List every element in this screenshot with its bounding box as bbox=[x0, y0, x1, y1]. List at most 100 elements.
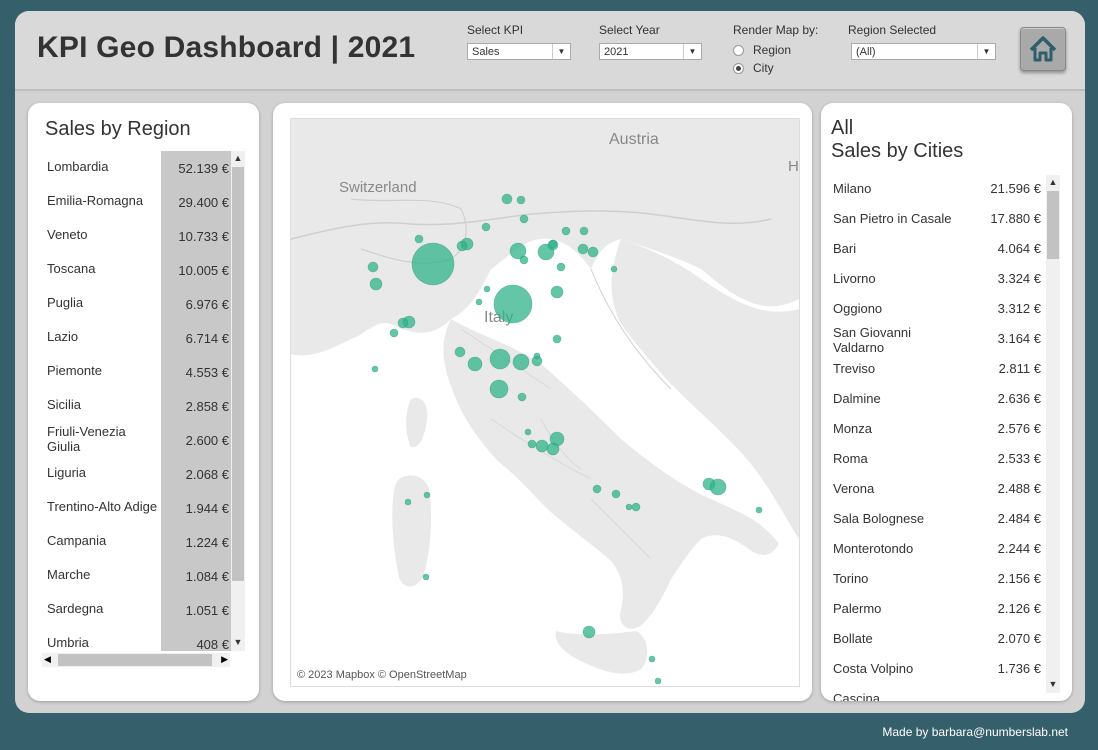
city-row[interactable]: Cascina bbox=[821, 691, 1072, 701]
region-row[interactable]: Lombardia 52.139 € bbox=[28, 158, 259, 192]
city-bubble[interactable] bbox=[519, 255, 529, 265]
region-row[interactable]: Campania 1.224 € bbox=[28, 532, 259, 566]
city-bubble[interactable] bbox=[389, 328, 399, 338]
scroll-thumb[interactable] bbox=[232, 167, 244, 581]
scroll-down-icon[interactable]: ▼ bbox=[1048, 679, 1058, 689]
region-row[interactable]: Emilia-Romagna 29.400 € bbox=[28, 192, 259, 226]
city-bubble[interactable] bbox=[587, 246, 599, 258]
city-row[interactable]: San Pietro in Casale 17.880 € bbox=[821, 211, 1072, 241]
scroll-up-icon[interactable]: ▲ bbox=[233, 153, 243, 163]
city-bubble[interactable] bbox=[709, 478, 727, 496]
city-bubble[interactable] bbox=[625, 503, 633, 511]
city-row[interactable]: Dalmine 2.636 € bbox=[821, 391, 1072, 421]
city-bubble[interactable] bbox=[456, 240, 468, 252]
city-bubble[interactable] bbox=[611, 489, 621, 499]
city-bubble[interactable] bbox=[493, 284, 533, 324]
city-bubble[interactable] bbox=[517, 392, 527, 402]
city-bubble[interactable] bbox=[501, 193, 513, 205]
region-row[interactable]: Umbria 408 € bbox=[28, 634, 259, 668]
home-button[interactable] bbox=[1020, 27, 1066, 71]
city-row[interactable]: Monza 2.576 € bbox=[821, 421, 1072, 451]
region-vertical-scrollbar[interactable]: ▲ ▼ bbox=[231, 151, 245, 651]
italy-map[interactable]: Austria Switzerland Italy H © 2023 Mapbo… bbox=[290, 118, 800, 687]
year-select[interactable]: 2021 ▼ bbox=[599, 43, 702, 60]
city-bubble[interactable] bbox=[369, 277, 383, 291]
city-bubble[interactable] bbox=[422, 573, 430, 581]
city-row[interactable]: Bari 4.064 € bbox=[821, 241, 1072, 271]
region-row[interactable]: Lazio 6.714 € bbox=[28, 328, 259, 362]
radio-region[interactable]: Region bbox=[733, 43, 791, 57]
city-row[interactable]: Oggiono 3.312 € bbox=[821, 301, 1072, 331]
scroll-up-icon[interactable]: ▲ bbox=[1048, 177, 1058, 187]
scroll-down-icon[interactable]: ▼ bbox=[233, 637, 243, 647]
city-bubble[interactable] bbox=[582, 625, 596, 639]
city-bubble[interactable] bbox=[654, 677, 662, 685]
region-row[interactable]: Sardegna 1.051 € bbox=[28, 600, 259, 634]
scroll-thumb[interactable] bbox=[58, 654, 212, 666]
scroll-left-icon[interactable]: ◀ bbox=[44, 654, 51, 664]
city-bubble[interactable] bbox=[631, 502, 641, 512]
scroll-thumb[interactable] bbox=[1047, 191, 1059, 259]
city-row[interactable]: Torino 2.156 € bbox=[821, 571, 1072, 601]
city-bubble[interactable] bbox=[535, 439, 549, 453]
city-bubble[interactable] bbox=[552, 334, 562, 344]
city-bubble[interactable] bbox=[397, 317, 409, 329]
city-bubble[interactable] bbox=[414, 234, 424, 244]
region-row[interactable]: Trentino-Alto Adige 1.944 € bbox=[28, 498, 259, 532]
city-row[interactable]: Monterotondo 2.244 € bbox=[821, 541, 1072, 571]
city-bubble[interactable] bbox=[367, 261, 379, 273]
city-row[interactable]: Milano 21.596 € bbox=[821, 181, 1072, 211]
city-row[interactable]: Costa Volpino 1.736 € bbox=[821, 661, 1072, 691]
city-bubble[interactable] bbox=[550, 285, 564, 299]
city-bubble[interactable] bbox=[533, 352, 541, 360]
city-row[interactable]: Palermo 2.126 € bbox=[821, 601, 1072, 631]
city-bubble[interactable] bbox=[512, 353, 530, 371]
city-row[interactable]: Roma 2.533 € bbox=[821, 451, 1072, 481]
city-bubble[interactable] bbox=[481, 222, 491, 232]
city-bubble[interactable] bbox=[516, 195, 526, 205]
city-bubble[interactable] bbox=[411, 242, 455, 286]
city-bubble[interactable] bbox=[423, 491, 431, 499]
region-row[interactable]: Sicilia 2.858 € bbox=[28, 396, 259, 430]
city-row[interactable]: Verona 2.488 € bbox=[821, 481, 1072, 511]
city-bubble[interactable] bbox=[547, 239, 559, 251]
city-bubble[interactable] bbox=[509, 242, 527, 260]
region-row[interactable]: Marche 1.084 € bbox=[28, 566, 259, 600]
city-bubble[interactable] bbox=[577, 243, 589, 255]
region-horizontal-scrollbar[interactable]: ◀ ▶ bbox=[42, 653, 230, 667]
region-row[interactable]: Veneto 10.733 € bbox=[28, 226, 259, 260]
city-bubble[interactable] bbox=[489, 379, 509, 399]
city-bubble[interactable] bbox=[371, 365, 379, 373]
region-select[interactable]: (All) ▼ bbox=[851, 43, 996, 60]
cities-vertical-scrollbar[interactable]: ▲ ▼ bbox=[1046, 175, 1060, 693]
city-bubble[interactable] bbox=[546, 442, 560, 456]
city-bubble[interactable] bbox=[489, 348, 511, 370]
city-row[interactable]: Treviso 2.811 € bbox=[821, 361, 1072, 391]
city-bubble[interactable] bbox=[527, 439, 537, 449]
city-row[interactable]: Sala Bolognese 2.484 € bbox=[821, 511, 1072, 541]
region-row[interactable]: Toscana 10.005 € bbox=[28, 260, 259, 294]
city-bubble[interactable] bbox=[755, 506, 763, 514]
city-bubble[interactable] bbox=[519, 214, 529, 224]
city-bubble[interactable] bbox=[579, 226, 589, 236]
radio-city[interactable]: City bbox=[733, 61, 774, 75]
city-row[interactable]: San Giovanni Valdarno 3.164 € bbox=[821, 325, 1072, 361]
city-row[interactable]: Livorno 3.324 € bbox=[821, 271, 1072, 301]
radio-city-dot[interactable] bbox=[733, 62, 744, 74]
city-bubble[interactable] bbox=[561, 226, 571, 236]
city-bubble[interactable] bbox=[648, 655, 656, 663]
city-bubble[interactable] bbox=[524, 428, 532, 436]
region-row[interactable]: Liguria 2.068 € bbox=[28, 464, 259, 498]
city-bubble[interactable] bbox=[483, 285, 491, 293]
city-bubble[interactable] bbox=[454, 346, 466, 358]
region-row[interactable]: Puglia 6.976 € bbox=[28, 294, 259, 328]
radio-region-dot[interactable] bbox=[733, 44, 744, 56]
city-bubble[interactable] bbox=[610, 265, 618, 273]
region-row[interactable]: Friuli-Venezia Giulia 2.600 € bbox=[28, 424, 259, 464]
scroll-right-icon[interactable]: ▶ bbox=[221, 654, 228, 664]
city-bubble[interactable] bbox=[404, 498, 412, 506]
city-bubble[interactable] bbox=[467, 356, 483, 372]
city-bubble[interactable] bbox=[475, 298, 483, 306]
city-row[interactable]: Bollate 2.070 € bbox=[821, 631, 1072, 661]
kpi-select[interactable]: Sales ▼ bbox=[467, 43, 571, 60]
